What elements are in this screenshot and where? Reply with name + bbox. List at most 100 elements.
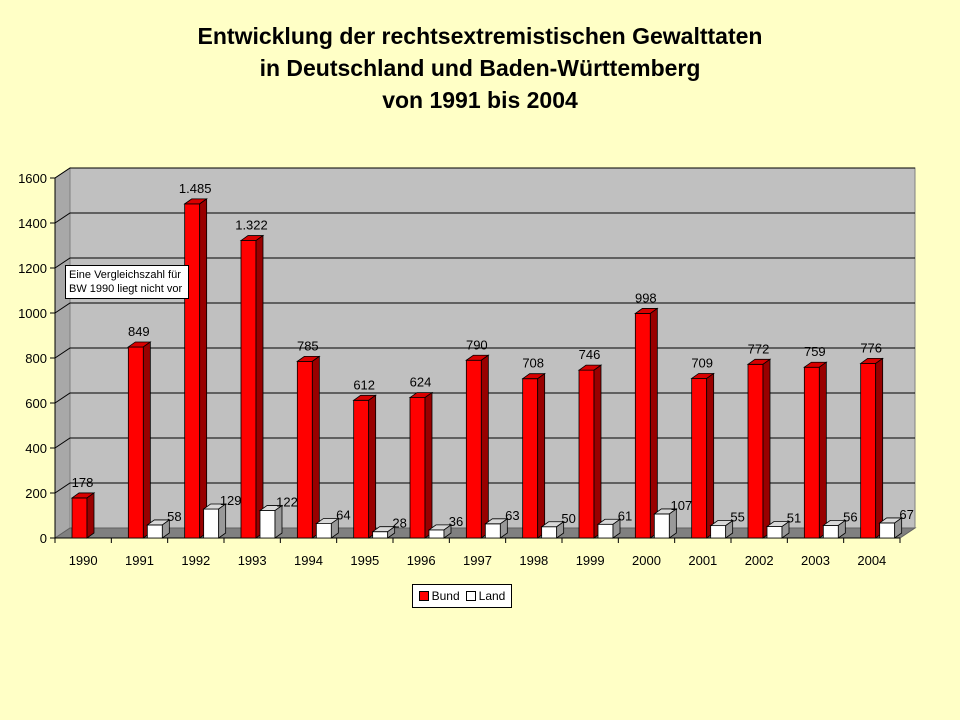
data-label-land: 56 <box>843 509 857 524</box>
bar-bund-front <box>296 360 313 539</box>
bar-bund-front <box>860 362 877 539</box>
data-label-land: 64 <box>336 508 350 523</box>
bar-land-front <box>315 523 332 539</box>
bar-bund-front <box>578 369 595 539</box>
bar-land-side <box>387 525 396 539</box>
data-label-bund: 790 <box>466 337 488 352</box>
bar-bund-front <box>522 378 539 539</box>
bar-bund-side <box>706 372 715 539</box>
data-label-land: 58 <box>167 509 181 524</box>
legend-swatch-land <box>465 591 476 601</box>
y-tick-label: 600 <box>25 396 47 411</box>
bar-bund-side <box>593 364 602 539</box>
data-label-land: 122 <box>276 495 298 510</box>
legend-label-land: Land <box>478 589 506 603</box>
data-label-land: 28 <box>392 516 406 531</box>
bar-bund-side <box>649 307 658 539</box>
bar-land-side <box>894 517 903 539</box>
data-label-land: 67 <box>899 507 913 522</box>
bar-bund-front <box>240 240 257 539</box>
bar-land-side <box>499 518 508 539</box>
gridline <box>54 347 915 359</box>
bar-land-front <box>428 529 445 539</box>
bar-bund-side <box>86 492 95 539</box>
data-label-bund: 785 <box>297 338 319 353</box>
bar-land-side <box>330 517 339 539</box>
bar-bund-front <box>71 497 88 539</box>
bar-land-side <box>556 520 565 539</box>
bar-land-front <box>710 525 727 539</box>
data-label-bund: 759 <box>804 344 826 359</box>
title-line-1: Entwicklung der rechtsextremistischen Ge… <box>197 23 763 49</box>
data-label-land: 61 <box>618 508 632 523</box>
bar-land-front <box>541 526 558 539</box>
x-tick-label: 2000 <box>632 553 661 568</box>
bar-bund-side <box>818 361 827 539</box>
x-tick-label: 1991 <box>125 553 154 568</box>
bar-bund-front <box>465 359 482 539</box>
bar-land-front <box>597 523 614 539</box>
y-tick-label: 1000 <box>18 306 47 321</box>
x-tick-label: 1993 <box>238 553 267 568</box>
bar-land-front <box>766 526 783 539</box>
data-label-land: 50 <box>561 511 575 526</box>
chart-annotation: Eine Vergleichszahl für BW 1990 liegt ni… <box>65 265 189 299</box>
x-tick-label: 1994 <box>294 553 323 568</box>
y-tick-label: 1200 <box>18 261 47 276</box>
y-tick-label: 200 <box>25 486 47 501</box>
data-label-bund: 1.322 <box>235 218 268 233</box>
bar-bund-side <box>537 372 546 539</box>
bar-land-side <box>218 503 227 539</box>
bar-bund-side <box>875 357 884 539</box>
data-label-bund: 1.485 <box>179 181 212 196</box>
data-label-land: 107 <box>670 498 692 513</box>
bar-land-side <box>725 519 734 539</box>
bar-land-front <box>203 508 220 539</box>
bar-bund-front <box>747 363 764 539</box>
data-label-bund: 178 <box>72 475 94 490</box>
x-tick-label: 2004 <box>857 553 886 568</box>
bar-bund-front <box>409 397 426 539</box>
legend-item-bund: Bund <box>418 589 460 603</box>
x-tick-label: 1990 <box>69 553 98 568</box>
bar-land-front <box>822 525 839 539</box>
data-label-bund: 708 <box>522 356 544 371</box>
y-tick-label: 1400 <box>18 216 47 231</box>
y-tick-label: 800 <box>25 351 47 366</box>
bar-land-front <box>146 524 163 539</box>
bar-bund-side <box>199 198 208 539</box>
bar-bund-front <box>127 346 144 539</box>
legend-swatch-bund <box>418 591 429 601</box>
data-label-bund: 746 <box>579 347 601 362</box>
bar-land-side <box>274 504 283 539</box>
title-line-3: von 1991 bis 2004 <box>382 87 578 113</box>
bar-bund-front <box>803 366 820 539</box>
chart-title: Entwicklung der rechtsextremistischen Ge… <box>0 20 960 116</box>
bar-bund-side <box>480 354 489 539</box>
x-tick-label: 2001 <box>688 553 717 568</box>
bar-bund-front <box>691 378 708 539</box>
legend-label-bund: Bund <box>431 589 460 603</box>
gridline <box>54 392 915 404</box>
bar-land-front <box>259 510 276 539</box>
bar-bund-front <box>353 399 370 539</box>
legend: Bund Land <box>412 584 512 608</box>
bar-land-side <box>781 520 790 539</box>
bar-land-front <box>484 523 501 539</box>
bar-land-side <box>668 508 677 539</box>
bar-land-front <box>372 531 389 539</box>
bar-bund-side <box>255 234 264 539</box>
x-tick-label: 2003 <box>801 553 830 568</box>
gridline <box>54 482 915 494</box>
legend-item-land: Land <box>465 589 506 603</box>
y-tick-label: 1600 <box>18 171 47 186</box>
data-label-land: 36 <box>449 514 463 529</box>
bar-land-side <box>837 519 846 539</box>
x-tick-label: 1992 <box>181 553 210 568</box>
data-label-land: 51 <box>787 511 801 526</box>
gridline <box>54 302 915 314</box>
y-tick-label: 0 <box>40 531 47 546</box>
data-label-land: 129 <box>220 493 242 508</box>
data-label-bund: 709 <box>691 355 713 370</box>
